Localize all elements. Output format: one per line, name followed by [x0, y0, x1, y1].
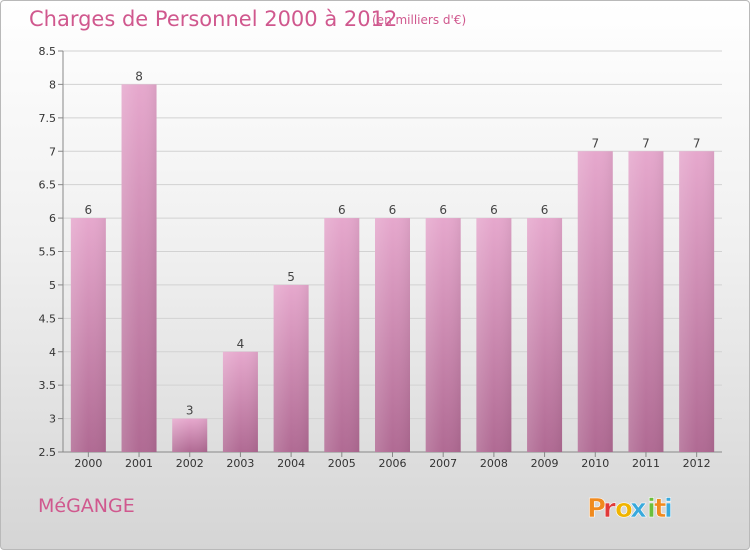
bar-shine [222, 351, 258, 452]
bar-shine [172, 418, 208, 452]
bar-shine [527, 218, 563, 452]
proxiti-logo: Pr ox iti [587, 494, 674, 525]
x-tick-label: 2010 [581, 457, 609, 470]
data-label: 6 [389, 203, 397, 217]
y-tick-label: 6 [49, 212, 56, 225]
logo-letter: i [647, 494, 656, 524]
y-tick-label: 8 [49, 78, 56, 91]
data-label: 7 [642, 136, 650, 150]
x-tick-label: 2000 [74, 457, 102, 470]
bar-shine [121, 84, 157, 453]
labels: 2000 6 2001 8 2002 3 2003 4 2004 5 2005 6 2006 6 2007 6… [74, 69, 710, 470]
x-tick-label: 2004 [277, 457, 305, 470]
bar-shine [628, 151, 664, 452]
x-tick-label: 2002 [176, 457, 204, 470]
bar-shine [70, 218, 106, 452]
logo-letter: i [664, 494, 673, 524]
logo-letter: x [630, 494, 647, 524]
bar-shine [425, 218, 461, 452]
data-label: 4 [237, 337, 245, 351]
y-tick-label: 2.5 [39, 446, 57, 459]
chart-unit: (en milliers d'€) [372, 13, 467, 27]
logo-letter: t [654, 494, 666, 524]
y-tick-label: 5.5 [39, 246, 57, 259]
y-tick-label: 4 [49, 346, 56, 359]
data-label: 7 [591, 136, 599, 150]
data-label: 5 [287, 270, 295, 284]
data-label: 7 [693, 136, 701, 150]
data-label: 6 [338, 203, 346, 217]
x-tick-label: 2009 [531, 457, 559, 470]
x-tick-label: 2006 [379, 457, 407, 470]
y-tick-label: 5 [49, 279, 56, 292]
data-label: 6 [541, 203, 549, 217]
x-tick-label: 2011 [632, 457, 660, 470]
bar-shine [375, 218, 410, 452]
x-tick-label: 2003 [226, 457, 254, 470]
data-label: 6 [490, 203, 498, 217]
x-tick-label: 2012 [683, 457, 711, 470]
bar-shine [679, 151, 715, 452]
x-tick-label: 2001 [125, 457, 153, 470]
data-label: 8 [135, 69, 143, 83]
y-tick-label: 7 [49, 145, 56, 158]
logo-letter: r [603, 494, 616, 524]
commune-name: MéGANGE [38, 495, 135, 517]
data-label: 3 [186, 404, 194, 418]
x-tick-label: 2008 [480, 457, 508, 470]
bar-shine [273, 284, 309, 452]
y-tick-label: 4.5 [39, 312, 57, 325]
data-label: 6 [85, 203, 93, 217]
x-tick-label: 2007 [429, 457, 457, 470]
chart-title: Charges de Personnel 2000 à 2012 [29, 7, 398, 31]
data-label: 6 [439, 203, 447, 217]
y-tick-label: 3.5 [39, 379, 57, 392]
x-tick-label: 2005 [328, 457, 356, 470]
logo-letter: o [615, 494, 633, 524]
bar-shine [476, 218, 512, 452]
logo-letter: P [587, 494, 606, 524]
y-tick-label: 8.5 [39, 45, 57, 58]
y-tick-label: 6.5 [39, 179, 57, 192]
y-tick-label: 3 [49, 413, 56, 426]
y-tick-label: 7.5 [39, 112, 57, 125]
bar-shine [577, 151, 613, 452]
bars [70, 84, 715, 453]
bar-shine [324, 218, 360, 452]
